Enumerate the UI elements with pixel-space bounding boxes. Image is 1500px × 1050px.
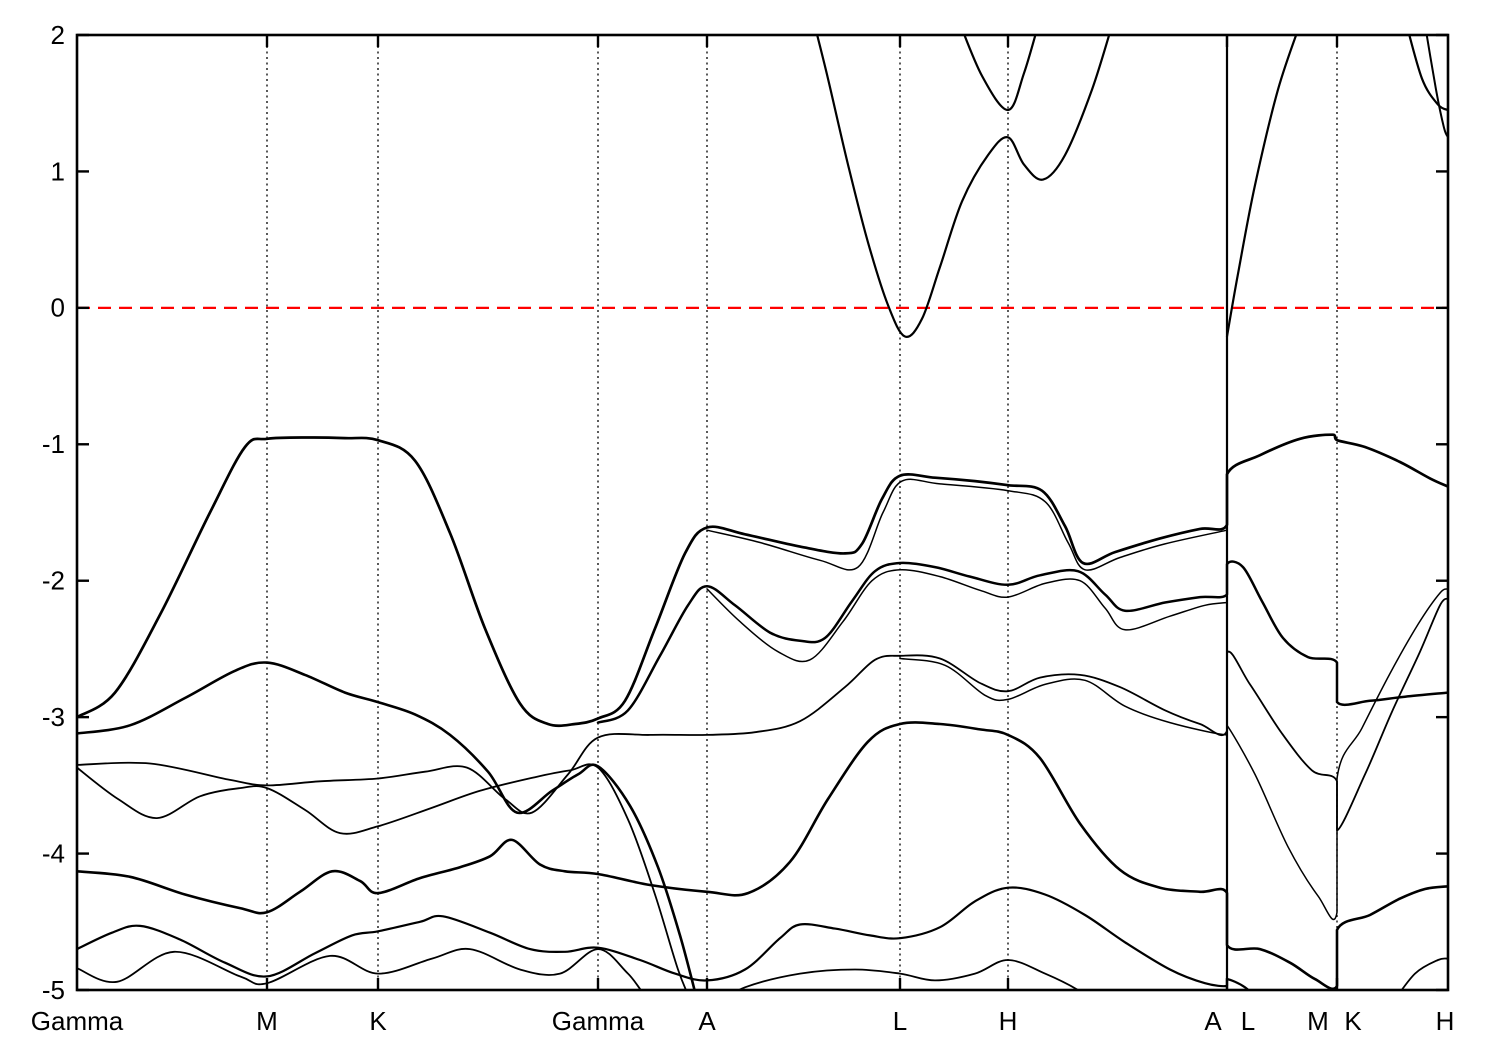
band-conduction-H2-a (1408, 35, 1448, 112)
band-valence-flat (77, 597, 1448, 832)
band-valence-top-twin (706, 478, 1228, 571)
y-axis-label-1: 1 (51, 156, 65, 186)
band-valence-2-pair (596, 560, 1448, 724)
x-axis-label-A: A (698, 1006, 716, 1036)
band-valence-hump (77, 661, 696, 990)
plot-frame (75, 33, 1450, 992)
y-axis-label-2: 2 (51, 20, 65, 50)
band-conduction-L2 (1225, 35, 1298, 338)
x-axis-label-K: K (1344, 1006, 1362, 1036)
x-axis-label-Gamma: Gamma (31, 1006, 124, 1036)
band-conduction-H2-b (1425, 35, 1448, 139)
band-valence-2-twin (706, 569, 1228, 663)
y-axis-label-0: 0 (51, 293, 65, 323)
x-axis-label-A: A (1204, 1006, 1222, 1036)
band-valence-bottom-h2 (1400, 957, 1448, 990)
x-axis-label-H: H (999, 1006, 1018, 1036)
band-valence-top-pair (77, 433, 1448, 728)
band-conduction-1 (816, 35, 1111, 338)
x-axis-label-H: H (1436, 1006, 1455, 1036)
band-valence-s-pair (77, 721, 1448, 990)
band-valence-flat-twin (899, 588, 1448, 921)
band-conduction-2 (963, 35, 1037, 112)
band-valence-wave-2 (77, 947, 1080, 990)
x-axis-label-L: L (893, 1006, 907, 1036)
x-axis-label-M: M (1307, 1006, 1329, 1036)
y-axis-label--4: -4 (42, 838, 65, 868)
x-axis-label-K: K (369, 1006, 387, 1036)
y-axis-label--2: -2 (42, 566, 65, 596)
x-axis-label-L: L (1241, 1006, 1255, 1036)
band-valence-vdip (77, 763, 687, 990)
y-axis-label--5: -5 (42, 975, 65, 1005)
x-axis-label-Gamma: Gamma (552, 1006, 645, 1036)
y-axis-label--1: -1 (42, 429, 65, 459)
x-axis-label-M: M (256, 1006, 278, 1036)
y-axis-label--3: -3 (42, 702, 65, 732)
